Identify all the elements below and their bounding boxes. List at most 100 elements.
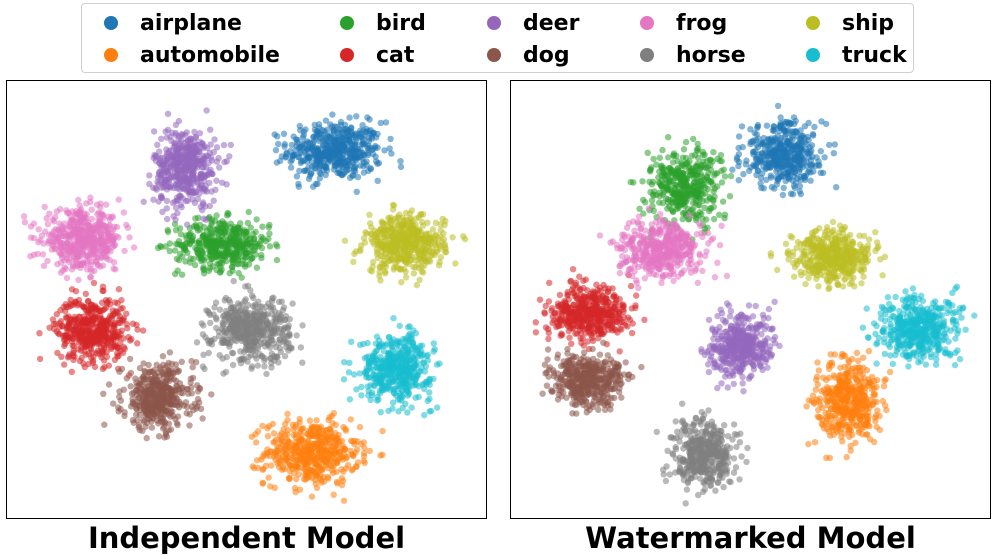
- point-frog: [40, 240, 47, 247]
- point-horse: [229, 333, 237, 340]
- point-frog: [61, 264, 68, 271]
- point-bird: [195, 214, 202, 221]
- point-ship: [341, 237, 349, 244]
- point-dog: [156, 383, 163, 390]
- point-frog: [50, 228, 58, 235]
- legend-marker-ship: [806, 16, 820, 30]
- point-truck: [363, 354, 370, 361]
- legend-label-deer: deer: [523, 10, 580, 36]
- point-truck: [356, 370, 363, 377]
- point-cat: [103, 353, 111, 360]
- point-truck: [424, 357, 432, 364]
- point-dog: [188, 357, 195, 365]
- point-cat: [139, 327, 147, 334]
- point-truck: [365, 387, 372, 395]
- point-airplane: [750, 148, 757, 156]
- point-frog: [75, 196, 82, 204]
- point-bird: [208, 254, 215, 261]
- point-airplane: [283, 150, 290, 157]
- point-frog: [83, 211, 91, 218]
- point-cat: [82, 351, 90, 358]
- legend-marker-automobile: [104, 48, 118, 62]
- point-truck: [402, 368, 409, 376]
- point-frog: [60, 229, 67, 236]
- point-deer: [184, 221, 191, 228]
- point-dog: [101, 421, 108, 428]
- point-airplane: [355, 132, 363, 140]
- point-horse: [297, 344, 305, 351]
- point-bird: [266, 230, 273, 237]
- point-automobile: [352, 449, 359, 456]
- point-automobile: [308, 425, 316, 432]
- point-airplane: [780, 184, 787, 192]
- point-deer: [223, 181, 230, 188]
- legend-item-dog: dog: [487, 40, 570, 70]
- point-dog: [115, 408, 122, 415]
- point-truck: [346, 396, 354, 403]
- point-truck: [385, 352, 392, 359]
- legend-marker-airplane: [104, 16, 118, 30]
- point-automobile: [340, 497, 348, 504]
- point-cat: [119, 304, 126, 312]
- point-cat: [55, 330, 62, 337]
- point-airplane: [806, 144, 813, 151]
- point-cat: [104, 300, 111, 307]
- point-dog: [167, 366, 175, 373]
- point-cat: [68, 286, 76, 293]
- point-airplane: [377, 119, 384, 127]
- point-frog: [87, 273, 95, 281]
- legend-label-dog: dog: [523, 42, 570, 68]
- point-frog: [69, 232, 76, 239]
- point-bird: [166, 247, 173, 255]
- point-deer: [180, 185, 188, 193]
- point-deer: [156, 148, 163, 155]
- point-automobile: [306, 417, 314, 424]
- point-frog: [35, 226, 42, 233]
- point-cat: [68, 368, 75, 375]
- point-deer: [211, 136, 218, 143]
- point-bird: [244, 219, 251, 227]
- point-deer: [150, 196, 157, 203]
- point-horse: [280, 325, 288, 332]
- point-frog: [85, 240, 92, 247]
- point-ship: [419, 222, 427, 229]
- point-bird: [177, 231, 185, 238]
- point-automobile: [267, 448, 274, 455]
- legend-label-cat: cat: [376, 42, 415, 68]
- point-airplane: [272, 147, 280, 154]
- point-frog: [52, 214, 59, 221]
- point-automobile: [338, 481, 346, 489]
- point-dog: [157, 366, 164, 373]
- point-bird: [206, 243, 213, 250]
- point-ship: [371, 234, 378, 241]
- point-ship: [410, 270, 418, 277]
- point-truck: [348, 338, 355, 345]
- point-ship: [425, 243, 432, 250]
- point-cat: [56, 320, 63, 327]
- point-airplane: [386, 145, 393, 152]
- point-horse: [193, 339, 201, 346]
- point-ship: [437, 254, 445, 261]
- point-automobile: [278, 430, 285, 437]
- point-deer: [163, 197, 171, 205]
- point-ship: [351, 250, 358, 258]
- point-cat: [102, 332, 109, 339]
- point-ship: [439, 215, 446, 223]
- point-horse: [249, 292, 256, 299]
- point-airplane: [775, 175, 782, 183]
- point-bird: [235, 269, 242, 277]
- point-dog: [174, 421, 181, 429]
- point-truck: [396, 377, 403, 385]
- point-bird: [245, 208, 252, 216]
- point-airplane: [353, 154, 360, 162]
- point-airplane: [397, 158, 404, 165]
- point-automobile: [297, 443, 304, 450]
- point-dog: [110, 400, 117, 407]
- point-airplane: [807, 177, 814, 184]
- point-ship: [390, 202, 398, 209]
- point-ship: [376, 272, 383, 280]
- point-frog: [101, 249, 108, 256]
- point-bird: [187, 255, 194, 262]
- point-cat: [100, 287, 107, 294]
- point-dog: [149, 379, 157, 386]
